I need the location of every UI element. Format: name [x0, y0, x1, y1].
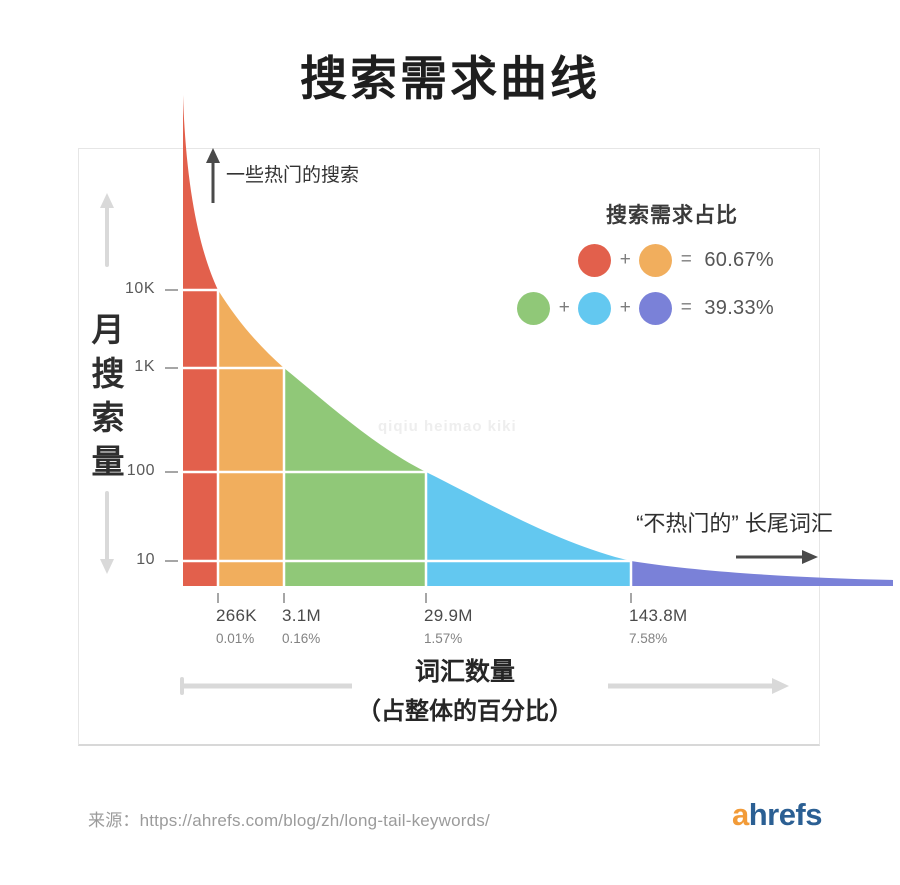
legend-dot-red	[578, 243, 612, 277]
x-axis-direction-arrow	[180, 677, 789, 695]
equals-sign: =	[680, 249, 692, 270]
y-tick-100: 100	[126, 462, 155, 479]
legend-dot-green	[517, 291, 551, 325]
x-axis-title-line1: 词汇数量	[414, 658, 515, 686]
legend-row-head: + = 60.67%	[578, 243, 774, 277]
x-tick-143-8m: 143.8M 7.58%	[629, 606, 688, 646]
curve-segment-purple	[631, 561, 893, 586]
x-tick-value: 29.9M	[424, 606, 473, 625]
long-tail-arrow	[736, 550, 818, 564]
ahrefs-logo-rest: hrefs	[748, 797, 823, 832]
annotation-popular-searches: 一些热门的搜索	[226, 165, 360, 186]
y-axis-tick-marks	[165, 289, 178, 562]
plus-sign: +	[558, 297, 570, 318]
plus-sign: +	[619, 249, 631, 270]
x-axis-title-line2: （占整体的百分比）	[357, 698, 573, 725]
y-tick-10: 10	[136, 551, 155, 568]
x-tick-percent: 7.58%	[629, 631, 668, 646]
legend-row-tail: + + = 39.33%	[517, 291, 774, 325]
plus-sign: +	[619, 297, 631, 318]
y-axis-title: 月 搜 索 量	[91, 311, 125, 480]
curve-segment-orange	[218, 290, 284, 586]
curve-segment-green	[284, 368, 426, 586]
watermark-text: qiqiu heimao kiki	[378, 418, 517, 435]
x-tick-percent: 0.01%	[216, 631, 255, 646]
y-tick-1k: 1K	[134, 358, 155, 375]
curve-segment-red	[183, 95, 218, 586]
curve-segment-blue	[426, 472, 631, 586]
legend-title: 搜索需求占比	[606, 204, 738, 227]
x-axis-tick-marks	[217, 593, 632, 603]
source-url-text: 来源：https://ahrefs.com/blog/zh/long-tail-…	[88, 811, 490, 830]
annotation-long-tail: “不热门的” 长尾词汇	[636, 511, 833, 536]
x-tick-percent: 0.16%	[282, 631, 321, 646]
legend-dot-blue	[578, 291, 612, 325]
y-axis-direction-arrows	[100, 193, 114, 574]
x-tick-266k: 266K 0.01%	[216, 606, 257, 646]
x-tick-percent: 1.57%	[424, 631, 463, 646]
white-grid-lines	[183, 288, 633, 586]
legend-value-head: 60.67%	[704, 248, 774, 271]
x-tick-value: 143.8M	[629, 606, 688, 625]
x-tick-3-1m: 3.1M 0.16%	[282, 606, 321, 646]
equals-sign: =	[680, 297, 692, 318]
ahrefs-logo: ahrefs	[731, 797, 823, 833]
x-tick-value: 266K	[216, 606, 257, 625]
legend-dot-orange	[639, 243, 673, 277]
ahrefs-logo-a: a	[731, 797, 749, 832]
x-tick-29-9m: 29.9M 1.57%	[424, 606, 473, 646]
y-tick-10k: 10K	[125, 280, 155, 297]
legend-dot-purple	[639, 291, 673, 325]
popular-searches-arrow	[206, 148, 220, 203]
legend-value-tail: 39.33%	[704, 296, 774, 319]
page-title: 搜索需求曲线	[300, 52, 600, 105]
x-tick-value: 3.1M	[282, 606, 321, 625]
